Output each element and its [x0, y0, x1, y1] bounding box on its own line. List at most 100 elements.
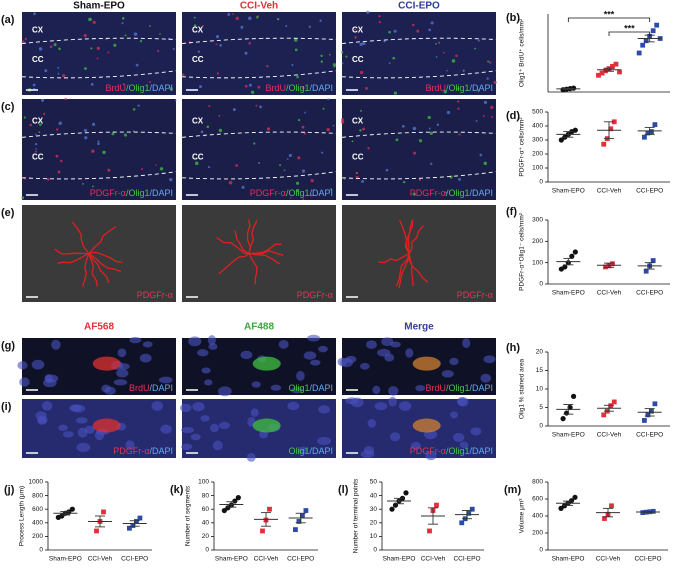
cell-signal	[428, 87, 431, 89]
cell-signal	[83, 34, 87, 38]
cell-signal	[227, 13, 231, 16]
panel-label: (i)	[1, 401, 12, 413]
channel-caption: PDGFr-α/Olig1/DAPI	[90, 188, 173, 198]
caption-part: /DAPI	[309, 446, 333, 456]
nucleus	[142, 341, 153, 348]
y-axis-label: Number of terminal points	[353, 478, 360, 553]
caption-part: /DAPI	[149, 383, 173, 393]
x-tick-label: CCI-EPO	[453, 556, 480, 563]
cell-signal	[90, 83, 94, 86]
neuron-tracing	[57, 252, 90, 265]
nucleus	[200, 415, 210, 422]
cell-signal	[92, 185, 94, 188]
error-bar	[563, 87, 574, 90]
y-tick-label: 30	[370, 506, 378, 513]
channel-caption: BrdU/Olig1/DAPI	[265, 83, 333, 93]
cell-signal	[412, 192, 416, 196]
cell-signal	[169, 87, 173, 91]
caption-part: BrdU	[105, 83, 126, 93]
data-point	[94, 528, 99, 534]
data-point	[602, 516, 607, 521]
cell-signal	[487, 60, 490, 63]
cell-signal	[457, 100, 460, 103]
cell-signal	[479, 153, 483, 157]
caption-part: PDGFr-α	[137, 290, 173, 300]
cell-signal	[266, 64, 269, 68]
error-bar	[563, 404, 574, 415]
y-axis-label: Volume μm³	[519, 498, 526, 534]
nucleus	[212, 440, 223, 451]
cell-signal	[445, 191, 448, 194]
data-point	[392, 502, 399, 508]
y-axis-label: PDGFr-α⁺ cells/mm²	[519, 117, 526, 177]
cell-signal	[428, 28, 432, 32]
region-label: CC	[192, 153, 204, 162]
neuron-tracing	[408, 225, 425, 254]
nucleus	[307, 334, 321, 342]
data-point	[570, 393, 577, 399]
cell-signal	[193, 24, 197, 27]
y-tick-label: 0	[205, 547, 209, 554]
cell-signal	[121, 22, 124, 25]
data-point	[459, 520, 465, 526]
cell-signal	[21, 196, 24, 200]
caption-part: /DAPI	[469, 83, 493, 93]
channel-caption: PDGFr-α	[137, 290, 173, 300]
y-tick-label: 0	[539, 423, 543, 430]
cell-signal	[107, 168, 111, 172]
cell-signal	[332, 124, 335, 127]
cell-signal	[157, 50, 160, 53]
data-point	[601, 412, 607, 418]
x-tick-label: Sham-EPO	[552, 556, 585, 563]
cell-signal	[228, 180, 233, 185]
cell-signal	[486, 77, 489, 80]
cell-signal	[343, 178, 346, 180]
y-tick-label: 500	[532, 109, 543, 116]
channel-caption: PDGFr-α/Olig1/DAPI	[410, 446, 493, 456]
nucleus	[456, 397, 467, 407]
neuron-tracing	[407, 220, 414, 254]
nucleus	[210, 423, 219, 433]
labeled-cell	[412, 418, 441, 433]
cell-signal	[279, 164, 282, 167]
y-tick-label: 20	[202, 533, 210, 540]
cell-signal	[195, 157, 198, 160]
data-point	[293, 527, 298, 532]
cell-signal	[330, 188, 333, 191]
nucleus	[117, 348, 127, 358]
error-bar	[603, 507, 613, 518]
y-tick-label: 100	[198, 479, 209, 486]
y-tick-label: 200	[32, 533, 43, 540]
cell-signal	[301, 125, 305, 129]
cell-signal	[341, 118, 344, 121]
y-axis-label: Olig1 % stained area	[519, 358, 526, 419]
cell-signal	[388, 30, 391, 34]
region-label: CX	[32, 25, 44, 34]
cell-signal	[102, 150, 106, 155]
nucleus	[337, 357, 348, 367]
cell-signal	[49, 45, 53, 49]
data-point	[611, 399, 617, 405]
neuron-tracing	[246, 219, 252, 254]
cell-signal	[320, 60, 323, 63]
panel-label: (k)	[170, 484, 184, 496]
column-header: CCI-Veh	[240, 1, 278, 12]
labeled-cell	[252, 356, 281, 371]
cell-signal	[327, 98, 330, 101]
error-bar	[644, 126, 655, 135]
nucleus	[350, 397, 364, 408]
cell-signal	[482, 114, 485, 117]
data-point	[642, 134, 647, 140]
caption-part: BrdU	[425, 383, 446, 393]
panel-label: (e)	[1, 207, 15, 219]
nucleus	[113, 379, 128, 386]
cell-signal	[53, 43, 57, 47]
cell-signal	[483, 100, 488, 105]
cell-signal	[435, 43, 437, 45]
x-tick-label: CCI-EPO	[287, 556, 314, 563]
nucleus	[297, 446, 308, 455]
cell-signal	[493, 80, 497, 84]
cell-signal	[244, 51, 248, 55]
cell-signal	[365, 86, 368, 90]
cell-signal	[356, 171, 359, 174]
